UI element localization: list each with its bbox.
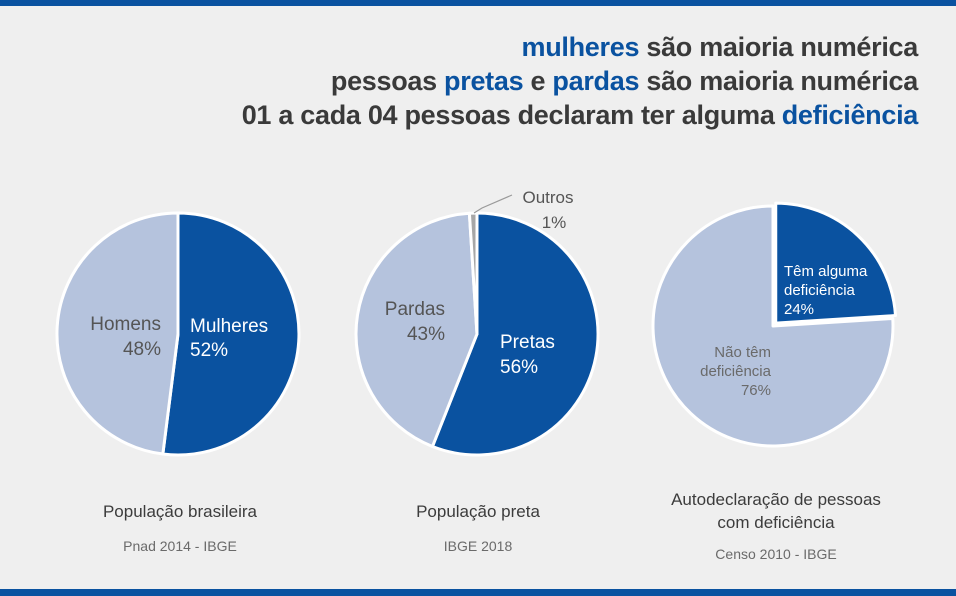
- chart-source-ibge-2018: IBGE 2018: [443, 538, 513, 554]
- pie-slice-pardas: [354, 211, 479, 448]
- headline-highlight-mulheres: mulheres: [521, 32, 640, 62]
- bottom-accent-bar: [0, 589, 956, 596]
- slice-value-nao: 76%: [741, 382, 771, 399]
- slice-value-pretas: 56%: [500, 357, 538, 378]
- headline: mulheres são maioria numérica pessoas pr…: [241, 30, 919, 132]
- slice-value-outros: 1%: [542, 213, 567, 232]
- pie-slice-mulheres: [161, 211, 301, 457]
- pie-chart-deficiencia: Têm alguma deficiência 24% Não têm defic…: [651, 201, 897, 448]
- chart-title-populacao-preta: População preta: [416, 502, 540, 521]
- slice-value-mulheres: 52%: [190, 340, 228, 361]
- pie-slice-outros: [467, 211, 479, 336]
- slice-label-pardas: Pardas: [385, 299, 445, 320]
- chart-title-deficiencia-line-2: com deficiência: [717, 513, 835, 532]
- slice-label-tem-line-2: deficiência: [784, 282, 856, 299]
- slice-label-nao-line-1: Não têm: [714, 344, 771, 361]
- pie-slice-nao-tem-deficiencia: [651, 204, 895, 448]
- headline-text: e: [523, 66, 553, 96]
- slice-value-pardas: 43%: [407, 324, 445, 345]
- headline-line-1: mulheres são maioria numérica: [242, 30, 919, 64]
- chart-title-populacao-brasileira: População brasileira: [102, 502, 258, 521]
- headline-line-3: 01 a cada 04 pessoas declaram ter alguma…: [241, 98, 919, 132]
- headline-text: 01 a cada 04 pessoas declaram ter alguma: [241, 100, 782, 130]
- headline-line-2: pessoas pretas e pardas são maioria numé…: [242, 64, 918, 98]
- chart-source-censo-2010: Censo 2010 - IBGE: [715, 546, 837, 562]
- slice-value-tem: 24%: [784, 301, 814, 318]
- chart-source-pnad: Pnad 2014 - IBGE: [123, 538, 237, 554]
- slice-label-homens: Homens: [90, 314, 161, 335]
- slice-label-mulheres: Mulheres: [190, 316, 268, 337]
- pie-slice-homens: [55, 211, 180, 456]
- outros-leader-line: [473, 194, 513, 214]
- slice-label-outros: Outros: [522, 188, 573, 207]
- slice-value-homens: 48%: [123, 339, 161, 360]
- headline-highlight-deficiencia: deficiência: [781, 100, 919, 130]
- headline-highlight-pretas: pretas: [444, 66, 524, 96]
- slice-label-pretas: Pretas: [500, 332, 555, 353]
- headline-text: são maioria numérica: [639, 66, 918, 96]
- headline-text: são maioria numérica: [639, 32, 918, 62]
- top-accent-bar: [0, 0, 956, 6]
- chart-title-deficiencia: Autodeclaração de pessoas com deficiênci…: [636, 488, 916, 534]
- headline-highlight-pardas: pardas: [552, 66, 640, 96]
- slice-label-nao-line-2: deficiência: [700, 363, 772, 380]
- slice-label-tem-line-1: Têm alguma: [784, 263, 868, 280]
- chart-title-deficiencia-line-1: Autodeclaração de pessoas: [671, 490, 881, 509]
- pie-slice-tem-deficiencia: [774, 201, 897, 325]
- pie-chart-populacao-brasileira: Mulheres 52% Homens 48%: [55, 211, 301, 457]
- pie-chart-populacao-preta: Outros 1% Pretas 56% Pardas 43%: [354, 188, 600, 457]
- headline-text: pessoas: [330, 66, 445, 96]
- pie-slice-pretas: [430, 211, 600, 457]
